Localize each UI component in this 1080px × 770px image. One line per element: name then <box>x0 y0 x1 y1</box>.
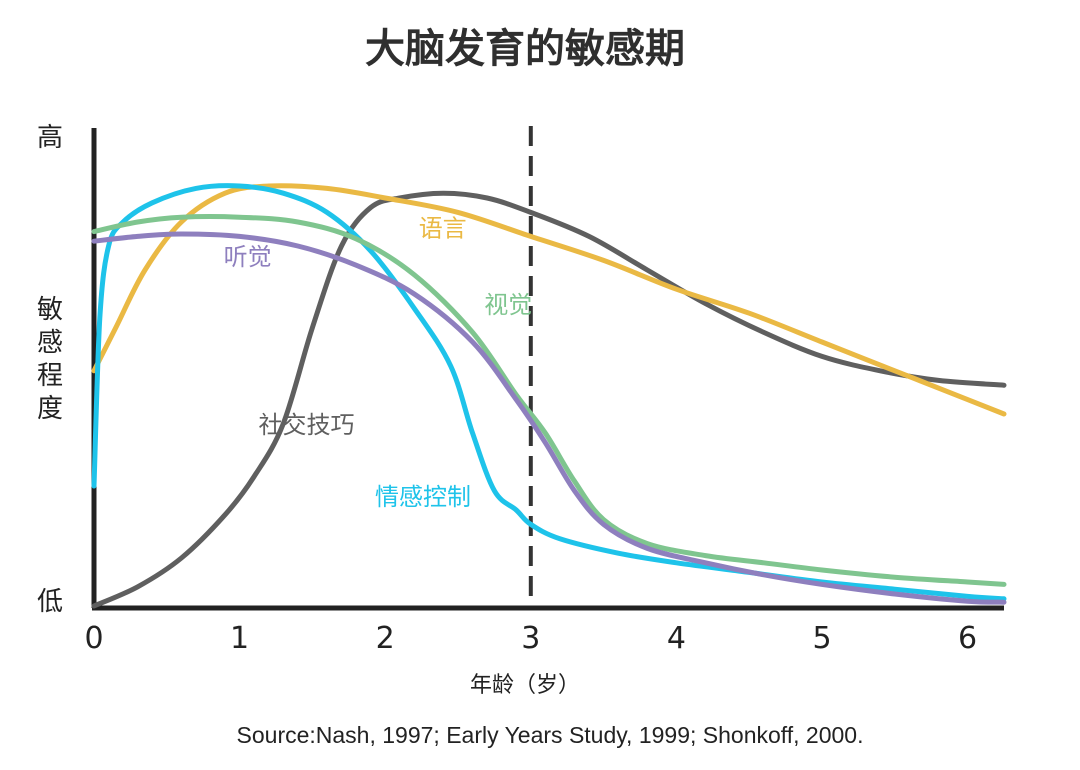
y-axis-label-char: 敏 <box>37 295 63 325</box>
series-line <box>91 190 1007 609</box>
series-label: 语言 <box>419 214 467 242</box>
y-tick-high: 高 <box>37 123 63 153</box>
x-tick-label: 6 <box>958 621 977 656</box>
x-axis-label: 年龄（岁） <box>470 673 580 698</box>
series-group <box>91 183 1007 609</box>
x-tick-label: 1 <box>230 621 249 656</box>
x-tick-label: 5 <box>812 621 831 656</box>
series-label: 社交技巧 <box>259 411 355 439</box>
series-line <box>91 214 1007 587</box>
x-tick-label: 4 <box>667 621 686 656</box>
y-axis-label-char: 程 <box>37 361 63 391</box>
source-note: Source:Nash, 1997; Early Years Study, 19… <box>237 722 864 748</box>
x-ticks-group: 0 1 2 3 4 5 6 <box>84 621 977 656</box>
x-tick-label: 0 <box>84 621 103 656</box>
series-label: 情感控制 <box>375 483 471 511</box>
chart-title: 大脑发育的敏感期 <box>365 26 685 72</box>
y-axis-label-char: 度 <box>37 394 63 424</box>
series-line <box>91 231 1007 605</box>
series-label: 听觉 <box>224 243 272 271</box>
x-tick-label: 2 <box>376 621 395 656</box>
x-tick-label: 3 <box>521 621 540 656</box>
series-label: 视觉 <box>484 291 532 319</box>
y-axis-label-char: 感 <box>37 328 63 358</box>
y-tick-low: 低 <box>37 587 63 617</box>
series-line <box>91 183 1007 417</box>
